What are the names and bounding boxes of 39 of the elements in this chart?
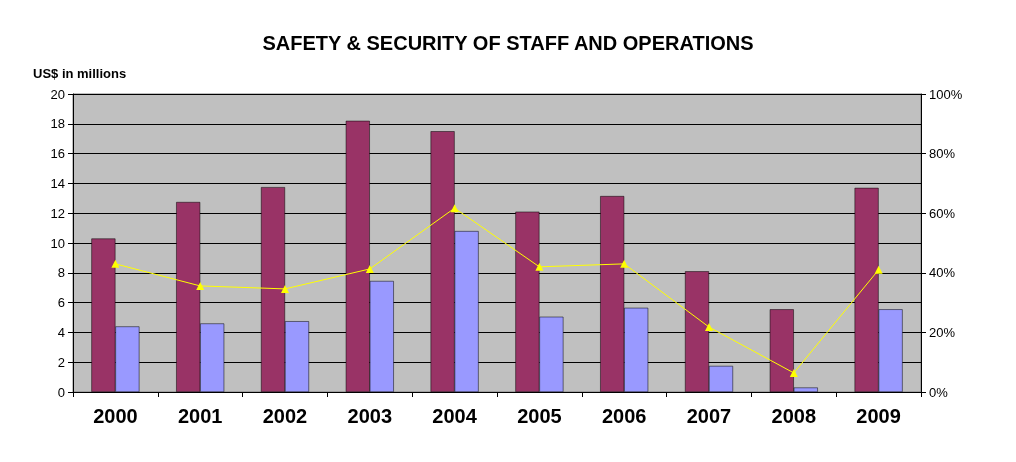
x-tick-label: 2000 [93,405,138,427]
y-tick-label: 0 [57,384,65,400]
point [111,259,120,268]
x-tick-label: 2004 [432,405,478,427]
y-tick-label: 10 [50,235,65,251]
y-axis-title: US$ in millions [33,66,127,81]
x-tick-label: 2008 [771,405,817,427]
y2-tick-label: 40% [929,265,956,281]
y-tick-label: 6 [57,295,65,311]
y-tick-label: 2 [57,354,65,370]
y-tick-label: 8 [57,265,65,281]
point [705,323,713,332]
x-tick-label: 2006 [601,405,647,427]
y-tick-label: 20 [50,86,65,102]
y2-tick-label: 80% [929,146,956,162]
x-tick-label: 2007 [686,405,732,427]
point [789,368,798,377]
x-tick-label: 2002 [262,405,308,427]
point [535,262,544,271]
point [281,284,289,293]
x-tick-label: 2009 [856,405,901,427]
y-tick-label: 18 [50,116,65,132]
point [450,204,459,213]
y2-tick-label: 0% [929,384,949,400]
x-tick-label: 2005 [517,405,562,427]
y-tick-label: 16 [50,146,65,162]
y2-tick-label: 100% [929,86,963,102]
y2-tick-label: 60% [929,205,956,221]
x-tick-label: 2003 [347,405,393,427]
chart-title: SAFETY & SECURITY OF STAFF AND OPERATIONS [262,32,754,54]
y-tick-label: 12 [50,205,65,221]
point [874,265,883,274]
x-tick-label: 2001 [177,405,223,427]
y2-tick-label: 20% [929,324,956,340]
y-tick-label: 4 [57,324,65,340]
point [196,281,205,290]
point [365,264,374,273]
point [620,259,629,268]
y-tick-label: 14 [50,175,65,191]
